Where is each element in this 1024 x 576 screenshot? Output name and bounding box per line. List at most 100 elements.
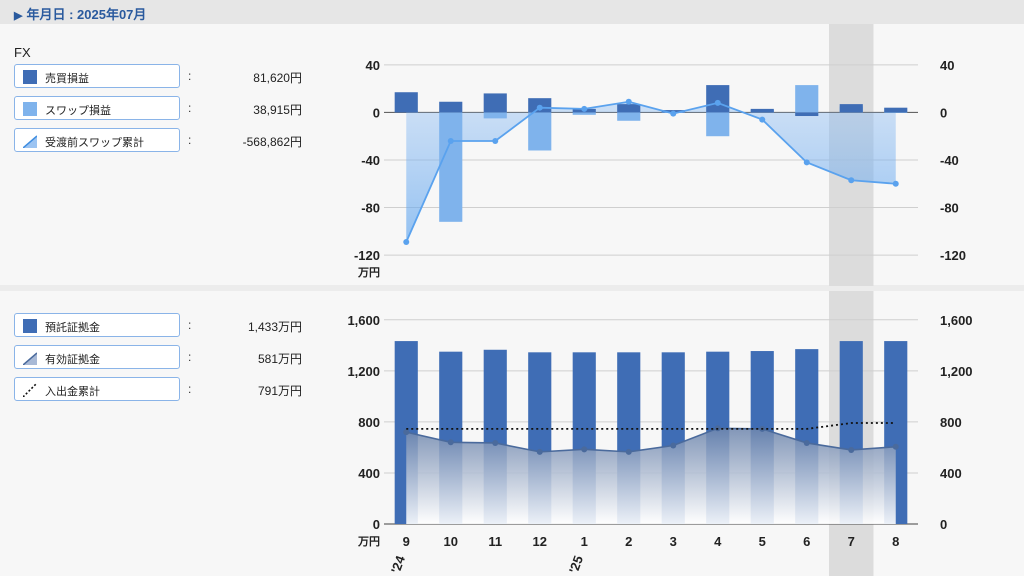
swap-cumulative-point [581,105,588,112]
effective-margin-point [536,448,543,455]
legend-value: 81,620円 [253,71,302,85]
section-divider [0,285,1024,291]
x-year-label: '24 [388,553,408,575]
y-tick-left: -40 [361,153,380,168]
x-year-label: '25 [566,554,586,576]
effective-margin-point [447,439,454,446]
swap-cumulative-point [403,239,410,246]
legend-label: 売買損益 [45,73,89,85]
swap-cumulative-point [670,110,677,117]
x-tick-label: 8 [892,534,899,549]
colon: : [188,350,192,364]
legend-swap-cumulative[interactable]: 受渡前スワップ累計 [14,128,180,152]
legend-value: 581万円 [257,352,302,366]
swap-cumulative-point [536,104,543,111]
cumulative-deposit-line [406,422,896,430]
y-tick-left: 40 [366,58,380,73]
colon: : [188,69,192,83]
y-tick-left: 0 [373,105,380,120]
trade-bar [750,108,774,113]
legend-cumulative-deposits[interactable]: 入出金累計 [14,377,180,401]
x-tick-label: 6 [803,534,810,549]
colon: : [188,318,192,332]
y-tick-right: 1,600 [940,313,973,328]
x-tick-label: 4 [714,534,722,549]
y-tick-right: 40 [940,58,954,73]
swap-bar [795,85,819,113]
swap-cumulative-point [892,180,899,187]
x-tick-label: 9 [403,534,410,549]
swap-cumulative-line [405,100,896,243]
y-tick-right: -80 [940,201,959,216]
y-unit-label: 万円 [357,535,380,548]
legend-value: -568,862円 [242,135,302,149]
x-tick-label: 7 [848,534,855,549]
trade-bar [394,92,418,113]
y-tick-right: -40 [940,153,959,168]
area-swatch-icon [23,135,37,148]
swap-cumulative-point [492,137,499,144]
swap-cumulative-area [406,101,896,243]
x-tick-label: 12 [533,534,547,549]
legend-value: 791万円 [257,384,302,398]
legend-deposit-margin[interactable]: 預託証拠金 [14,313,180,337]
effective-margin-point [670,442,677,449]
y-tick-left: 1,600 [347,313,380,328]
trade-bar [839,104,863,113]
swap-cumulative-point [714,99,721,106]
legend-label: 入出金累計 [45,386,100,398]
bar-swatch-icon [23,319,37,333]
swap-bar [483,112,507,119]
swap-cumulative-point [447,137,454,144]
legend-swap-pl[interactable]: スワップ損益 [14,96,180,120]
y-tick-right: 1,200 [940,364,973,379]
trade-bar [439,101,463,113]
legend-trading-pl[interactable]: 売買損益 [14,64,180,88]
legend-value: 38,915円 [253,103,302,117]
effective-margin-point [892,443,899,450]
legend-label: 有効証拠金 [45,354,100,366]
x-tick-label: 3 [670,534,677,549]
bar-swatch-icon [23,102,37,116]
y-tick-left: 1,200 [347,364,380,379]
y-unit-label: 万円 [357,266,380,279]
effective-margin-area [406,428,896,524]
effective-margin-point [625,448,632,455]
trade-bar [483,93,507,113]
legend-effective-margin[interactable]: 有効証拠金 [14,345,180,369]
fx-chart: 40 40 0 0 -40 -40 -80 -80 -120 -120 万円 [354,24,966,286]
swap-bar [439,112,463,222]
effective-margin-point [848,446,855,453]
header-bar: ▶ 年月日 : 2025年07月 [0,0,1024,24]
x-tick-label: 10 [444,534,458,549]
date-text: 年月日 : 2025年07月 [26,7,147,22]
trade-bar [706,85,730,113]
effective-margin-point [492,439,499,446]
trade-bar [884,107,908,113]
y-tick-left: 800 [358,415,380,430]
colon: : [188,101,192,115]
swap-cumulative-point [759,116,766,123]
y-tick-left: -80 [361,201,380,216]
colon: : [188,382,192,396]
swap-cumulative-point [625,98,632,105]
effective-margin-point [803,439,810,446]
swap-bar [884,112,908,113]
bar-swatch-icon [23,70,37,84]
swap-cumulative-point [848,177,855,184]
area-swatch-icon [23,352,37,365]
legend-label: 預託証拠金 [45,322,100,334]
x-tick-label: 2 [625,534,632,549]
swap-bar [572,112,596,115]
margin-chart: 0 0 400 400 800 800 1,200 1,200 1,600 1,600 万円 9 10 1… [347,291,973,576]
x-tick-label: 11 [488,534,502,549]
y-tick-right: 400 [940,466,962,481]
legend-label: スワップ損益 [45,105,111,117]
y-tick-right: 800 [940,415,962,430]
y-tick-left: -120 [354,248,380,263]
x-tick-label: 5 [759,534,766,549]
y-tick-right: 0 [940,517,947,532]
dotted-line-swatch-icon [23,383,37,397]
y-tick-left: 400 [358,466,380,481]
trade-bar [795,112,819,117]
